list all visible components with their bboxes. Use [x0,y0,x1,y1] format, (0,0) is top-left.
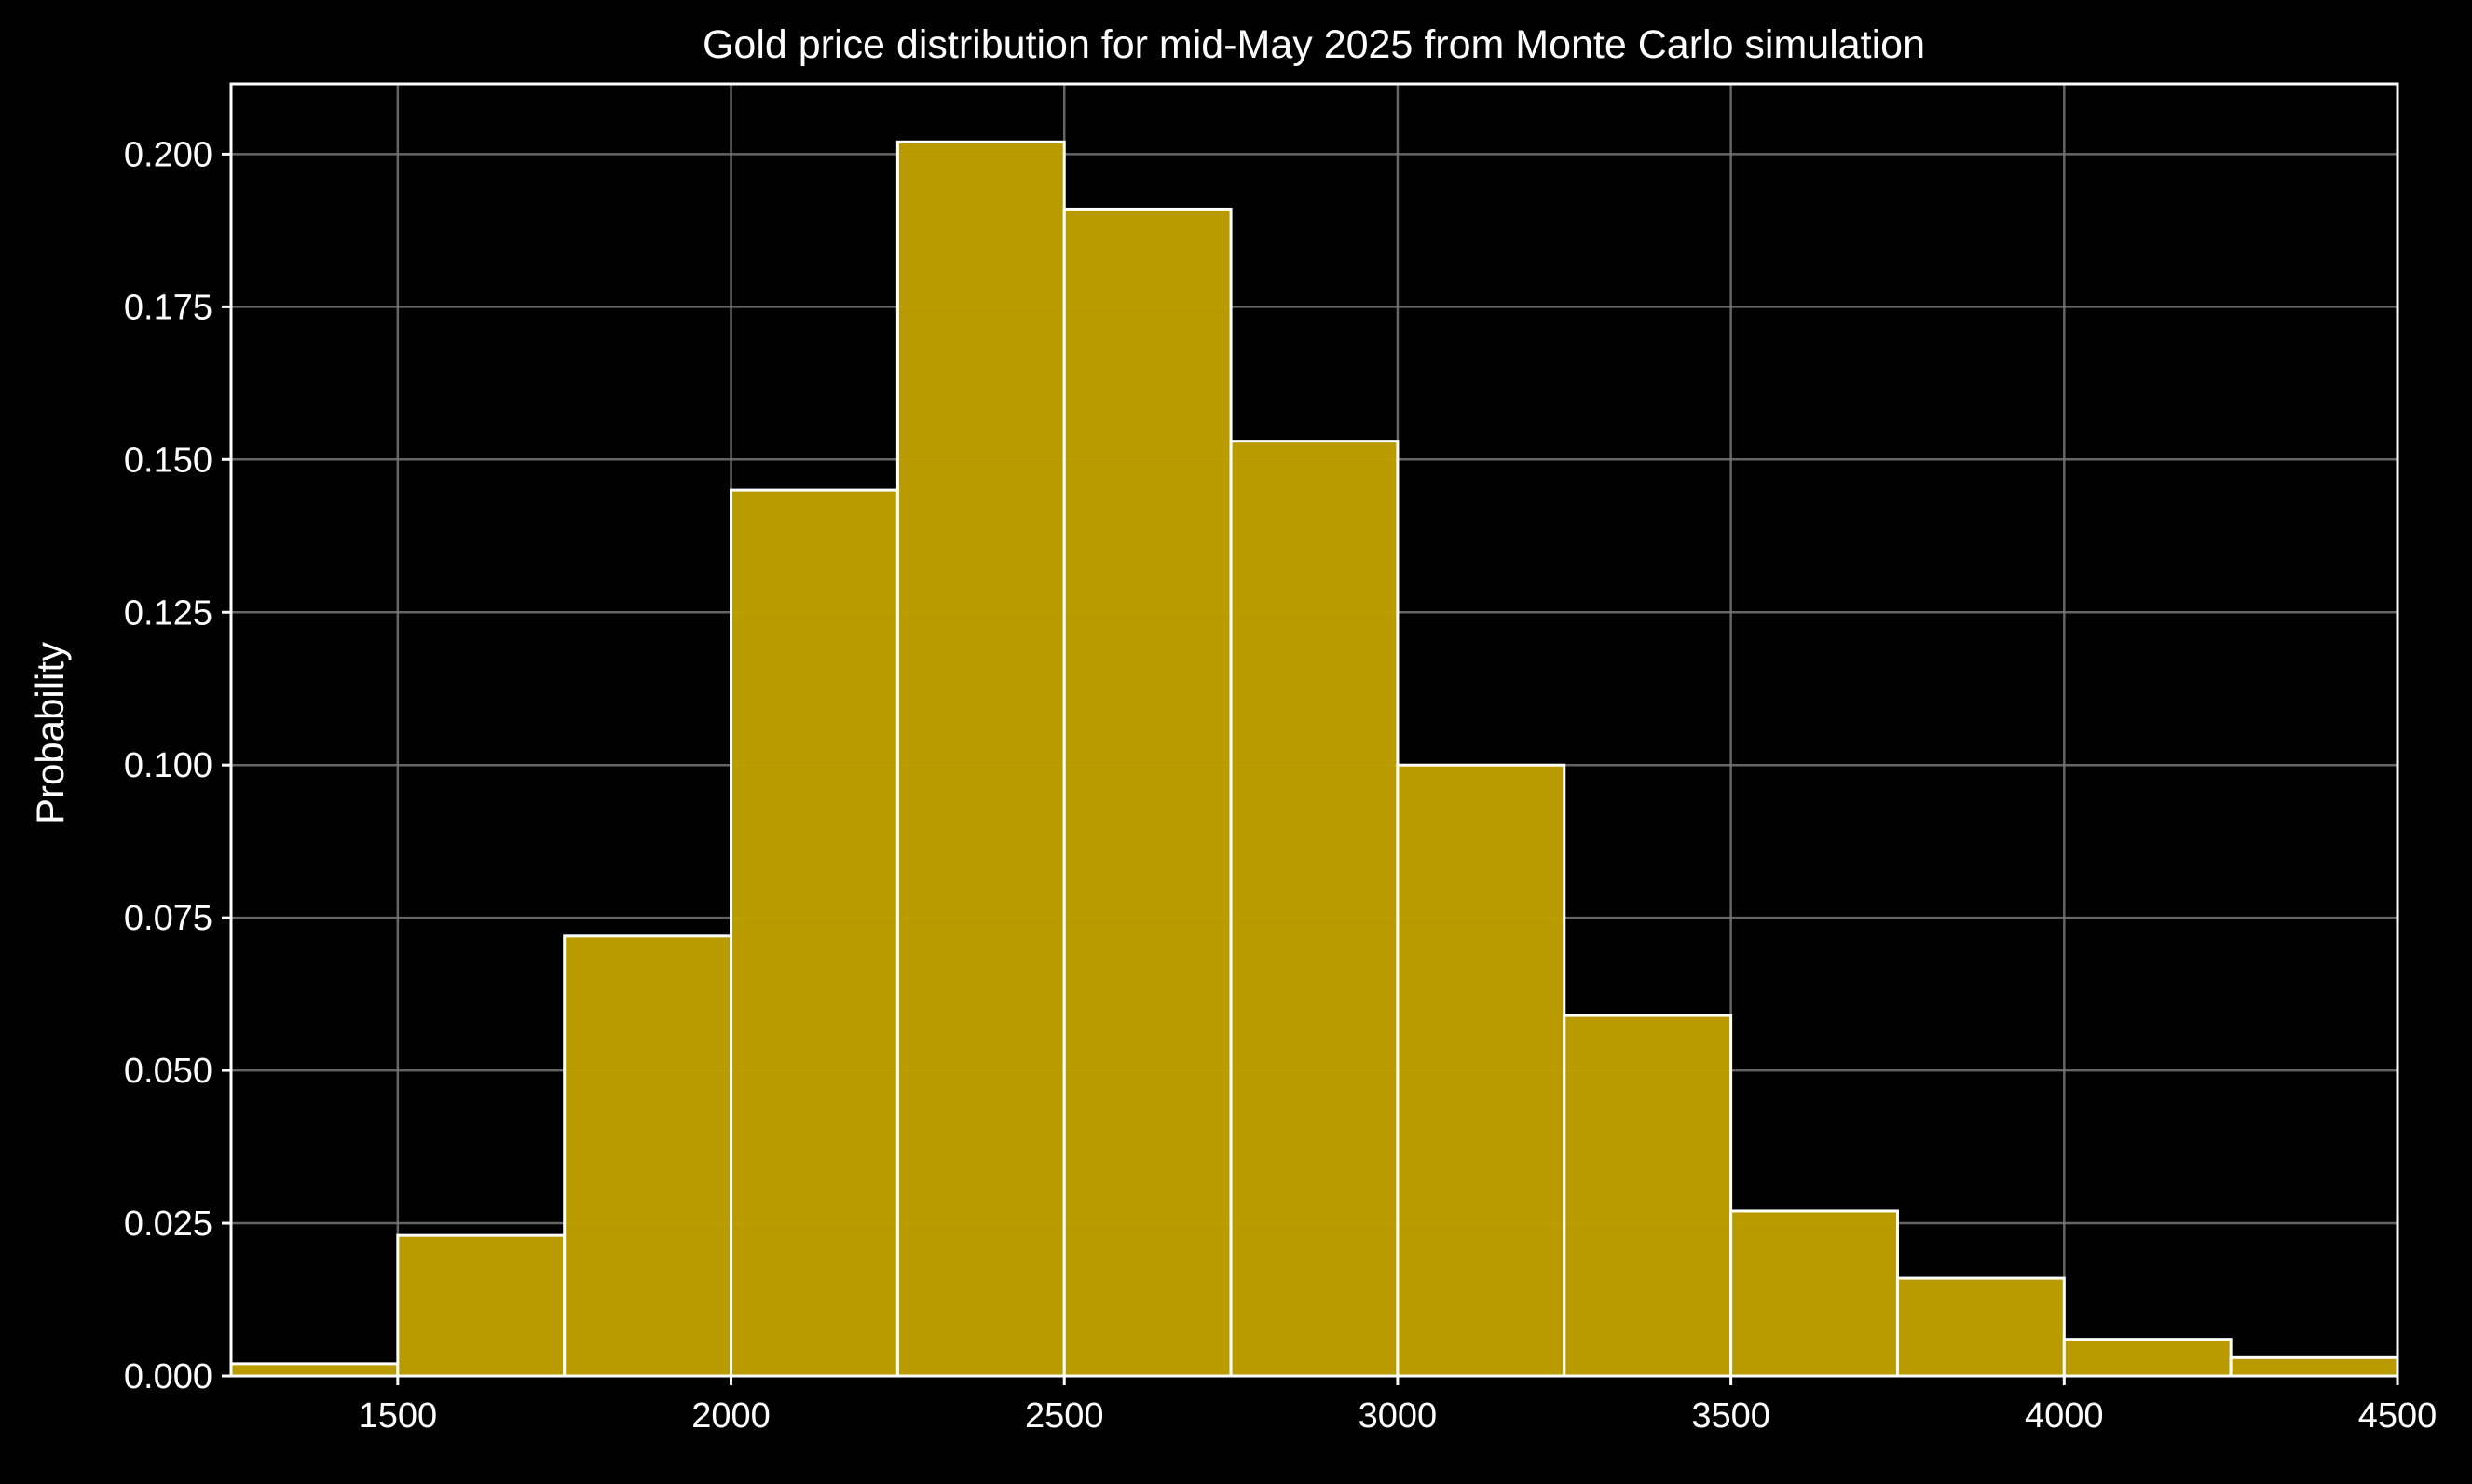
plot-frame [229,82,2399,1378]
y-tick-label: 0.125 [124,593,212,633]
histogram-bar [1062,207,1233,1378]
x-tick-label: 4500 [2358,1396,2438,1436]
histogram-bar [1729,1209,1899,1378]
x-tick-label: 3500 [1691,1396,1770,1436]
y-tick-label: 0.050 [124,1052,212,1091]
x-tick-label: 4000 [2025,1396,2104,1436]
y-tick-label: 0.075 [124,899,212,938]
histogram-bar [563,934,733,1378]
x-tick-label: 3000 [1359,1396,1438,1436]
histogram-bars [229,140,2399,1378]
y-tick-label: 0.200 [124,135,212,174]
chart-title: Gold price distribution for mid-May 2025… [703,22,1925,67]
x-tick-label: 2000 [691,1396,771,1436]
y-tick-label: 0.150 [124,441,212,480]
y-tick-label: 0.000 [124,1357,212,1396]
histogram-bar [2062,1338,2233,1378]
y-tick-label: 0.100 [124,746,212,785]
histogram-bar [1563,1014,1733,1378]
histogram-bar [396,1233,567,1378]
histogram-bar [1229,440,1400,1378]
y-tick-label: 0.175 [124,288,212,327]
histogram-bar [730,488,899,1378]
x-tick-label: 1500 [359,1396,438,1436]
y-tick-label: 0.025 [124,1205,212,1244]
x-tick-label: 2500 [1025,1396,1104,1436]
y-axis-ticks: 0.000 0.025 0.050 0.075 0.100 0.125 0.150 0.175… [124,135,231,1396]
x-axis-ticks: 1500 2000 2500 3000 3500 4000 4500 [359,1376,2438,1436]
histogram-bar [229,1362,400,1378]
histogram-bar [1396,763,1566,1378]
histogram-bar [2229,1355,2399,1378]
histogram-bar [895,140,1066,1378]
y-axis-label: Probability [28,642,72,824]
histogram-bar [1895,1276,2066,1378]
